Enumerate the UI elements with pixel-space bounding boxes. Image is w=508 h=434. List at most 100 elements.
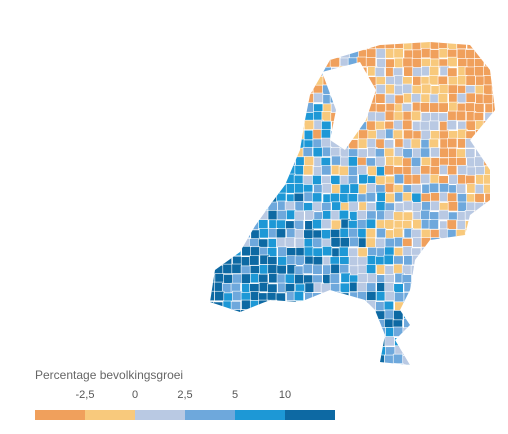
- municipality: [241, 139, 252, 150]
- municipality: [474, 193, 485, 204]
- municipality: [393, 363, 404, 365]
- municipality: [259, 328, 270, 339]
- municipality: [294, 274, 305, 285]
- municipality: [492, 362, 495, 365]
- municipality: [257, 120, 268, 131]
- municipality: [493, 220, 495, 231]
- municipality: [448, 364, 459, 365]
- municipality: [240, 337, 251, 348]
- municipality: [358, 336, 369, 347]
- municipality: [492, 292, 495, 303]
- municipality: [465, 363, 477, 365]
- municipality: [447, 237, 458, 248]
- municipality: [267, 174, 278, 185]
- municipality: [482, 300, 493, 311]
- municipality: [210, 281, 215, 292]
- municipality: [474, 246, 485, 257]
- municipality: [241, 246, 252, 257]
- municipality: [231, 218, 242, 229]
- municipality: [230, 327, 241, 338]
- municipality: [240, 192, 251, 203]
- municipality: [312, 219, 323, 230]
- municipality: [267, 93, 278, 105]
- municipality: [338, 209, 349, 221]
- municipality: [249, 174, 260, 185]
- municipality: [484, 192, 495, 204]
- municipality: [312, 237, 323, 248]
- municipality: [482, 120, 493, 131]
- municipality: [285, 156, 296, 167]
- municipality: [366, 48, 377, 59]
- municipality: [213, 184, 224, 195]
- municipality: [465, 282, 476, 293]
- municipality: [430, 157, 441, 168]
- municipality: [347, 175, 358, 186]
- municipality: [474, 345, 486, 356]
- municipality: [213, 238, 224, 249]
- municipality: [312, 264, 323, 275]
- municipality: [439, 336, 450, 347]
- municipality: [222, 129, 233, 141]
- municipality: [349, 354, 360, 365]
- municipality: [385, 58, 396, 69]
- municipality: [482, 42, 494, 51]
- municipality: [213, 246, 224, 257]
- municipality: [465, 308, 476, 319]
- municipality: [267, 299, 278, 310]
- municipality: [213, 211, 224, 222]
- municipality: [320, 292, 332, 303]
- municipality: [313, 92, 324, 103]
- municipality: [250, 147, 261, 158]
- municipality: [484, 112, 495, 123]
- municipality: [210, 174, 215, 185]
- municipality: [457, 274, 468, 285]
- municipality: [258, 228, 270, 239]
- municipality: [483, 84, 494, 95]
- municipality: [394, 292, 405, 303]
- municipality: [456, 92, 467, 104]
- municipality: [447, 290, 458, 301]
- municipality: [313, 364, 324, 365]
- municipality: [210, 290, 215, 301]
- municipality: [464, 238, 475, 249]
- municipality: [295, 156, 306, 167]
- municipality: [430, 192, 441, 203]
- municipality: [331, 47, 342, 58]
- municipality: [240, 93, 251, 104]
- municipality: [223, 229, 234, 240]
- municipality: [250, 47, 261, 59]
- municipality: [223, 274, 234, 285]
- ijsselmeer: [322, 62, 376, 150]
- municipality: [276, 137, 287, 148]
- municipality: [275, 292, 286, 303]
- municipality: [222, 103, 233, 114]
- municipality: [357, 138, 368, 149]
- municipality: [285, 310, 296, 321]
- municipality: [493, 48, 495, 59]
- municipality: [331, 318, 342, 329]
- municipality: [410, 110, 422, 121]
- municipality: [339, 336, 350, 347]
- municipality: [420, 93, 431, 104]
- municipality: [491, 84, 495, 95]
- municipality: [375, 42, 386, 50]
- municipality: [214, 290, 225, 302]
- municipality: [455, 291, 466, 302]
- municipality: [411, 336, 422, 347]
- municipality: [447, 264, 458, 275]
- municipality: [258, 364, 269, 365]
- municipality: [411, 299, 422, 311]
- municipality: [349, 183, 360, 194]
- municipality: [420, 209, 431, 220]
- municipality: [448, 346, 459, 357]
- municipality: [213, 362, 224, 365]
- municipality: [339, 292, 350, 303]
- municipality: [403, 318, 414, 329]
- municipality: [268, 128, 279, 139]
- municipality: [257, 49, 268, 60]
- municipality: [412, 346, 423, 357]
- municipality: [267, 139, 278, 150]
- municipality: [213, 93, 225, 104]
- municipality: [239, 102, 250, 113]
- municipality: [294, 210, 305, 221]
